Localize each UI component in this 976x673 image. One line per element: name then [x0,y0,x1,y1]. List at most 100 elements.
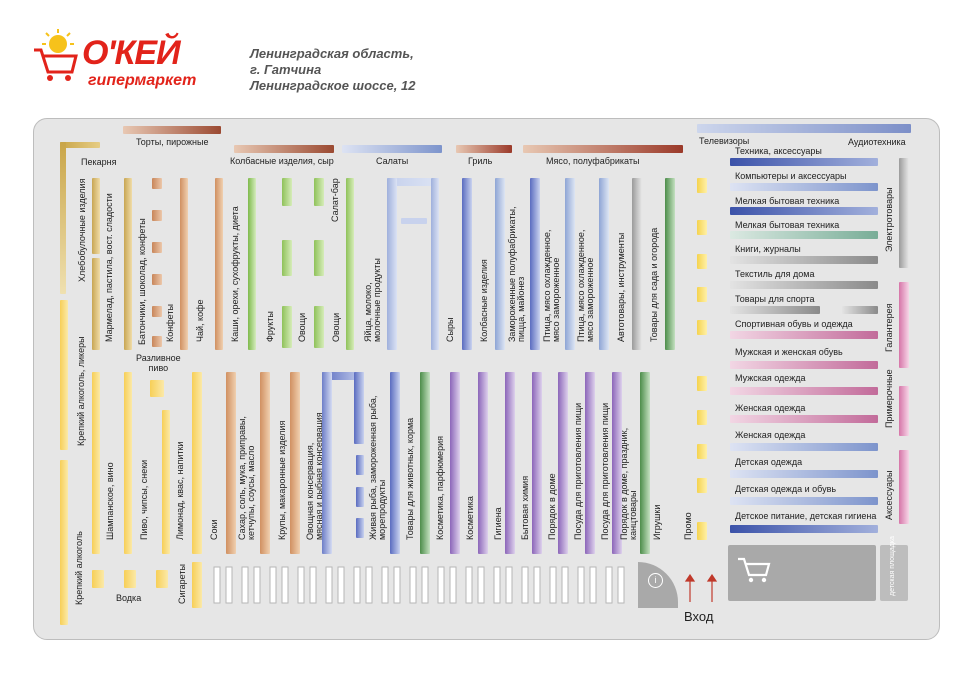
promo-box-1 [697,178,707,193]
shelf-ovoschi-2 [314,240,324,276]
box-konfety-1 [152,178,162,189]
box-ryba-3 [356,518,364,538]
shelf-ryba-right [354,372,364,444]
label-zamorozhennye: Замороженные полуфабрикаты, пицца, майон… [507,206,527,342]
store-address: Ленинградская область, г. Гатчина Ленинг… [250,46,415,94]
box-vodka-1 [92,570,104,588]
label-salaty: Салаты [376,156,409,166]
shelf-chai [180,178,188,350]
label-zhenskaya-2: Женская одежда [735,430,806,440]
label-tehnika: Техника, аксессуары [735,146,822,156]
shelf-salat-bar [346,178,354,350]
shelf-ryba-left [322,372,332,554]
shelf-r10 [730,387,878,395]
label-sahar: Сахар, соль, мука, приправы, кетчупы, со… [237,416,257,540]
shelf-yaica [387,178,439,186]
info-icon: i [648,573,663,588]
label-sigarety: Сигареты [177,564,187,604]
shelf-sigarety [192,562,202,608]
label-kompyutery: Компьютеры и аксессуары [735,171,847,181]
box-konfety-5 [152,306,162,317]
label-prazdnik: Порядок в доме, праздник, канцтовары [619,427,639,540]
label-galantereya: Галантерея [884,303,894,352]
promo-box-6 [697,376,707,391]
label-tekstil: Текстиль для дома [735,269,815,279]
shelf-batonchiki [124,178,132,350]
shelf-r9 [730,361,878,369]
box-ryba-2 [356,487,364,507]
promo-box-2 [697,220,707,235]
shelf-kosmetika-parf [420,372,430,554]
label-krepkiy-likery: Крепкий алкоголь, ликеры [76,336,86,446]
shelf-frukty-2 [282,240,292,276]
label-yaica: Яйца, молоко, молочные продукты [363,258,383,342]
counter-tv [697,124,911,133]
label-shampanskoe: Шампанское, вино [105,462,115,540]
shelf-kolbasnye [495,178,505,350]
brand-name: О'КЕЙ [82,34,181,72]
promo-box-5 [697,320,707,335]
label-razlivnoe-pivo: Разливное пиво [136,353,181,373]
brand-subtitle: гипермаркет [88,72,197,89]
shelf-r6 [730,281,878,289]
label-detskoe-pitanie: Детское питание, детская гигиена [735,511,877,521]
shelf-galantereya [899,282,909,368]
shelf-posuda-1 [558,372,568,554]
label-gigiena: Гигиена [493,507,503,540]
counter-myaso [523,145,683,153]
label-ovoschi-2: Овощи [331,312,341,342]
shelf-r7b [842,306,878,314]
label-kolbasnye: Колбасные изделия, сыр [230,156,334,166]
checkout-lanes [212,565,632,605]
label-sad: Товары для сада и огорода [649,227,659,342]
shelf-pivo [124,372,132,554]
shelf-kosmetika [450,372,460,554]
kids-playground [880,545,908,601]
label-salat-bar: Салат-бар [330,178,340,222]
shelf-r2 [730,183,878,191]
shelf-zamorozhennye [530,178,540,350]
label-televizory: Телевизоры [699,136,750,146]
shelf-r12 [730,443,878,451]
box-konfety-6 [152,336,162,347]
shelf-ovoschi-3 [314,306,324,348]
label-obuv: Мужская и женская обувь [735,347,843,357]
label-krepkiy: Крепкий алкоголь [74,531,84,605]
promo-box-3 [697,254,707,269]
box-konfety-3 [152,242,162,253]
shelf-bytovaya-himiya [505,372,515,554]
label-primerochnye: Примерочные [884,369,894,428]
label-ryba: Живая рыба, замороженная рыба, морепроду… [368,395,388,540]
label-ptica-2: Птица, мясо охлажденное, мясо замороженн… [576,229,596,342]
label-zhenskaya-1: Женская одежда [735,403,806,413]
label-aksessuary: Аксессуары [884,470,894,520]
shelf-gigiena [478,372,488,554]
shelf-krepkiy [60,460,68,625]
label-chai: Чай, кофе [195,299,205,343]
label-promo: Промо [683,512,693,540]
label-igrushki: Игрушки [652,504,662,540]
shelf-r14 [730,497,878,505]
label-soki: Соки [209,519,219,540]
shelf-sad [665,178,675,350]
shelf-ryba-top [322,372,364,380]
shelf-avtotovary [632,178,642,350]
shelf-soki [192,372,202,554]
shelf-r5 [730,256,878,264]
box-konfety-4 [152,274,162,285]
brand-logo: О'КЕЙ гипермаркет [30,28,230,93]
label-pivo: Пиво, чипсы, снеки [139,459,149,540]
label-frukty: Фрукты [265,311,275,342]
shelf-syry [462,178,472,350]
shelf-krupy [260,372,270,554]
label-marmelad: Мармелад, пастила, вост. сладости [104,193,114,342]
label-ptica-1: Птица, мясо охлажденное, мясо замороженн… [542,229,562,342]
shelf-r7a [730,306,820,314]
promo-box-7 [697,410,707,425]
counter-kolbasnye [234,145,334,153]
label-kids: детская площадка [889,536,896,596]
label-syry: Сыры [445,317,455,342]
label-vodka: Водка [116,593,142,603]
shelf-r13 [730,470,878,478]
label-hlebobulochnye: Хлебобулочные изделия [77,178,87,282]
